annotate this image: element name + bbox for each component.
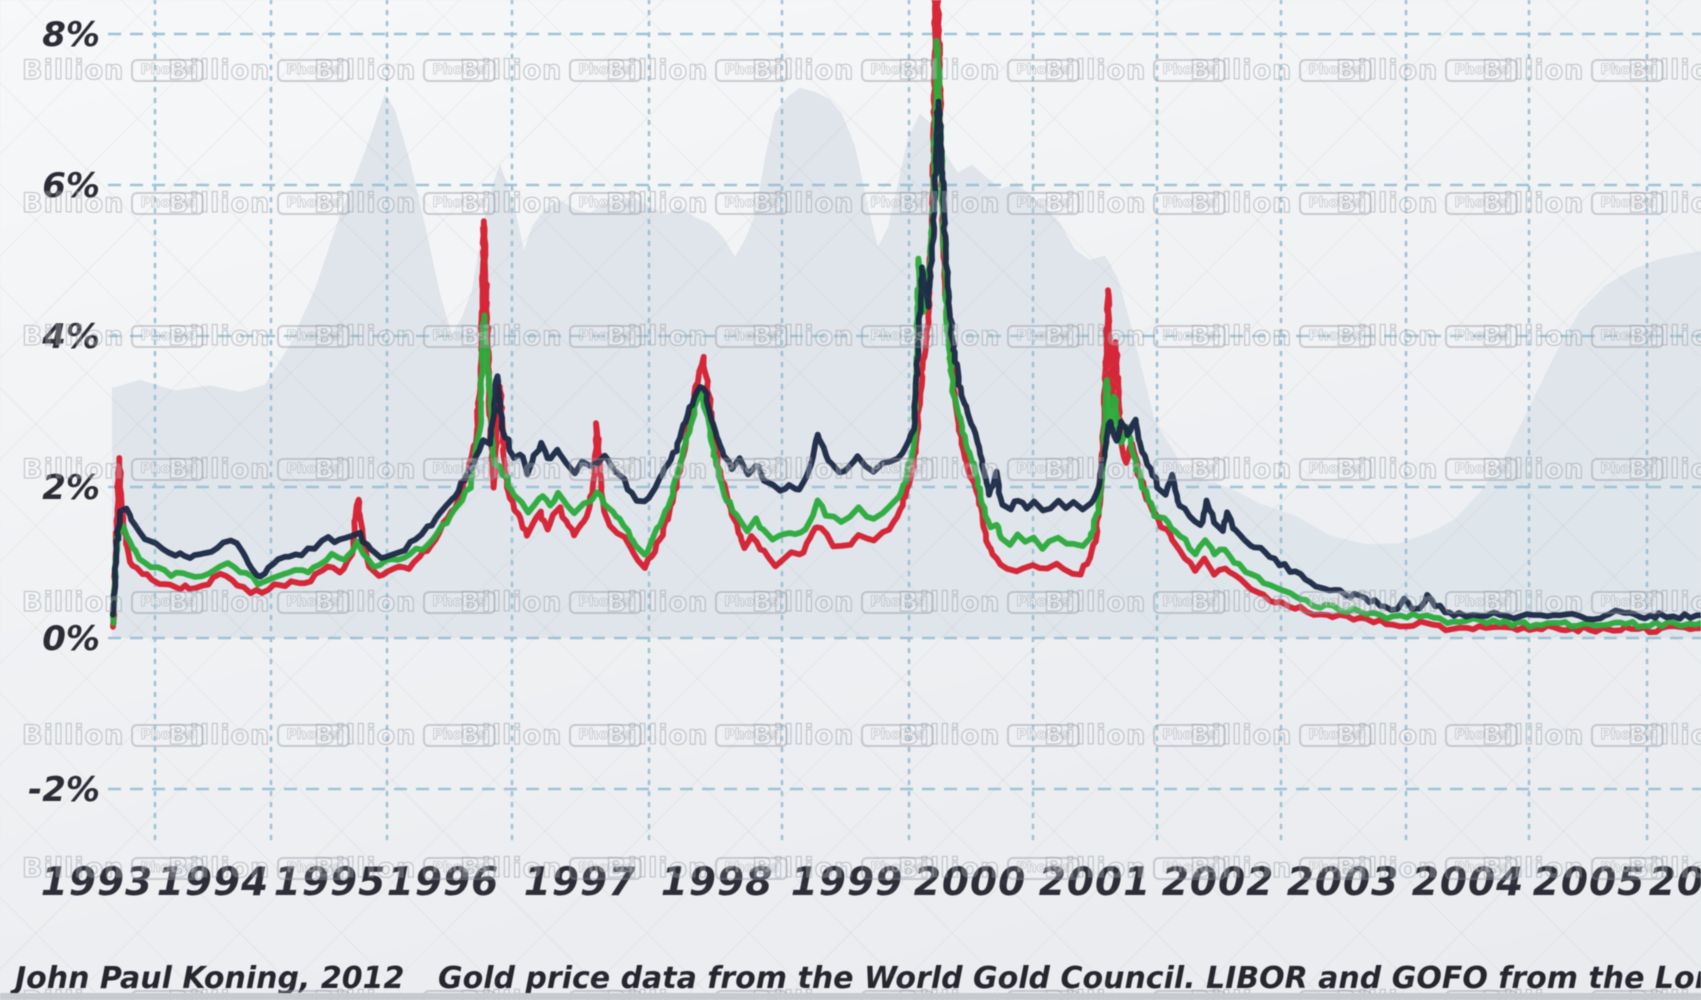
x-tick-label-1998: 1998 — [661, 860, 774, 905]
y-tick-label: 6% — [42, 166, 100, 206]
y-tick-label: 4% — [41, 317, 100, 357]
x-tick-label-1999: 1999 — [791, 860, 904, 905]
x-tick-label-1994: 1994 — [157, 860, 270, 905]
y-tick-label: 0% — [42, 619, 100, 659]
y-tick-label: -2% — [28, 770, 100, 810]
x-tick-label-2004: 2004 — [1412, 860, 1525, 905]
x-tick-label-1996: 1996 — [387, 860, 500, 905]
rate-lines — [109, 0, 1701, 636]
x-tick-label-2002: 2002 — [1162, 860, 1275, 905]
x-tick-label-1993: 1993 — [41, 860, 154, 905]
y-axis-labels: 8% 6% 4% 2% 0% -2% — [28, 15, 100, 810]
x-tick-label-1995: 1995 — [274, 860, 387, 905]
x-axis-labels: 1993 1994 1995 1996 1997 1998 1999 2000 2001 2002… — [41, 860, 1701, 905]
x-tick-label-2006: 2006 — [1649, 860, 1701, 905]
series-navy — [110, 98, 1701, 623]
x-tick-label-2003: 2003 — [1287, 860, 1400, 905]
x-tick-label-2001: 2001 — [1039, 860, 1152, 905]
photo-bottom-edge — [0, 993, 1701, 1000]
source-caption: Gold price data from the World Gold Coun… — [438, 961, 1701, 996]
x-tick-label-2000: 2000 — [914, 860, 1027, 905]
credit-caption: John Paul Koning, 2012 — [10, 961, 404, 996]
y-tick-label: 2% — [42, 468, 100, 508]
x-tick-label-1997: 1997 — [524, 860, 637, 905]
y-tick-label: 8% — [42, 15, 100, 55]
x-tick-label-2005: 2005 — [1533, 860, 1646, 905]
